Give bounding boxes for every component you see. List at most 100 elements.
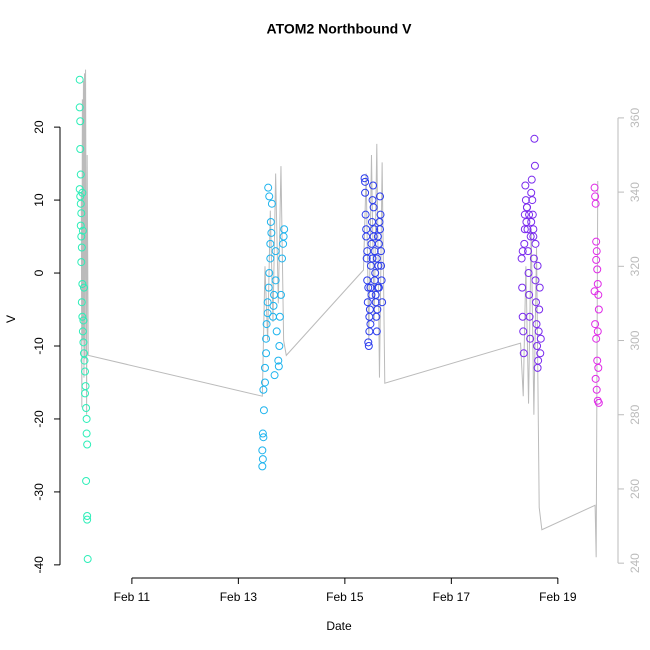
point [591,374,600,383]
point [76,145,85,154]
point [364,338,373,347]
point [527,188,536,197]
point [367,290,376,299]
point [360,174,369,183]
point [262,349,271,358]
point [76,170,85,179]
point [270,371,279,380]
point [259,406,268,415]
point [83,440,92,449]
chart-title: ATOM2 Northbound V [267,21,413,37]
point [523,225,532,234]
point [258,455,267,464]
point [77,232,86,241]
point [363,298,372,307]
y2-tick-label: 280 [628,404,642,424]
point [524,269,533,278]
point [526,334,535,343]
point [269,301,278,310]
point [592,334,601,343]
point [262,334,271,343]
point [363,247,372,256]
line [80,69,599,558]
point [260,378,269,387]
point [590,287,599,296]
point [266,217,275,226]
point [274,356,283,365]
point [279,239,288,248]
point [371,298,380,307]
point [372,327,381,336]
point [529,254,538,263]
y-tick-label: 10 [32,193,46,207]
point [531,276,540,285]
point [520,225,529,234]
point [524,247,533,256]
point [266,254,275,263]
x-tick-label: Feb 11 [114,590,151,604]
point [275,312,284,321]
point [263,309,272,318]
point [594,363,603,372]
point [259,385,268,394]
point [372,254,381,263]
point [593,327,602,336]
point [275,341,284,350]
y-tick-label: -30 [32,483,46,501]
y2-tick-label: 240 [628,553,642,573]
point [532,320,541,329]
y2-tick-label: 340 [628,182,642,202]
point [377,247,386,256]
point [374,283,383,292]
y-tick-label: 0 [32,269,46,276]
point [265,269,274,278]
point [525,290,534,299]
point [525,312,534,321]
point [591,320,600,329]
y2-tick-label: 300 [628,330,642,350]
point [593,265,602,274]
point [361,177,370,186]
point [262,320,271,329]
point [271,247,280,256]
point [362,232,371,241]
point [79,338,88,347]
point [264,183,273,192]
x-tick-label: Feb 17 [433,590,471,604]
y-axis-label: V [4,315,18,323]
point [378,298,387,307]
point [276,290,285,299]
point [536,349,545,358]
y2-tick-label: 260 [628,479,642,499]
point [526,232,535,241]
point [369,181,378,190]
point [82,476,91,485]
y-tick-label: -10 [32,337,46,355]
point [536,334,545,343]
point [522,203,531,212]
point [531,239,540,248]
point [517,254,526,263]
x-tick-label: Feb 13 [220,590,258,604]
point [270,290,279,299]
point [533,261,542,270]
point [266,239,275,248]
point [362,225,371,234]
point [532,298,541,307]
point [364,283,373,292]
point [592,385,601,394]
point [267,199,276,208]
point [377,261,386,270]
x-tick-label: Feb 15 [326,590,364,604]
point [83,515,92,524]
point [370,276,379,285]
point [528,210,537,219]
point [594,305,603,314]
y-tick-label: -20 [32,410,46,428]
point [278,254,287,263]
point [373,305,382,314]
point [78,312,87,321]
point [272,327,281,336]
point [82,404,91,413]
